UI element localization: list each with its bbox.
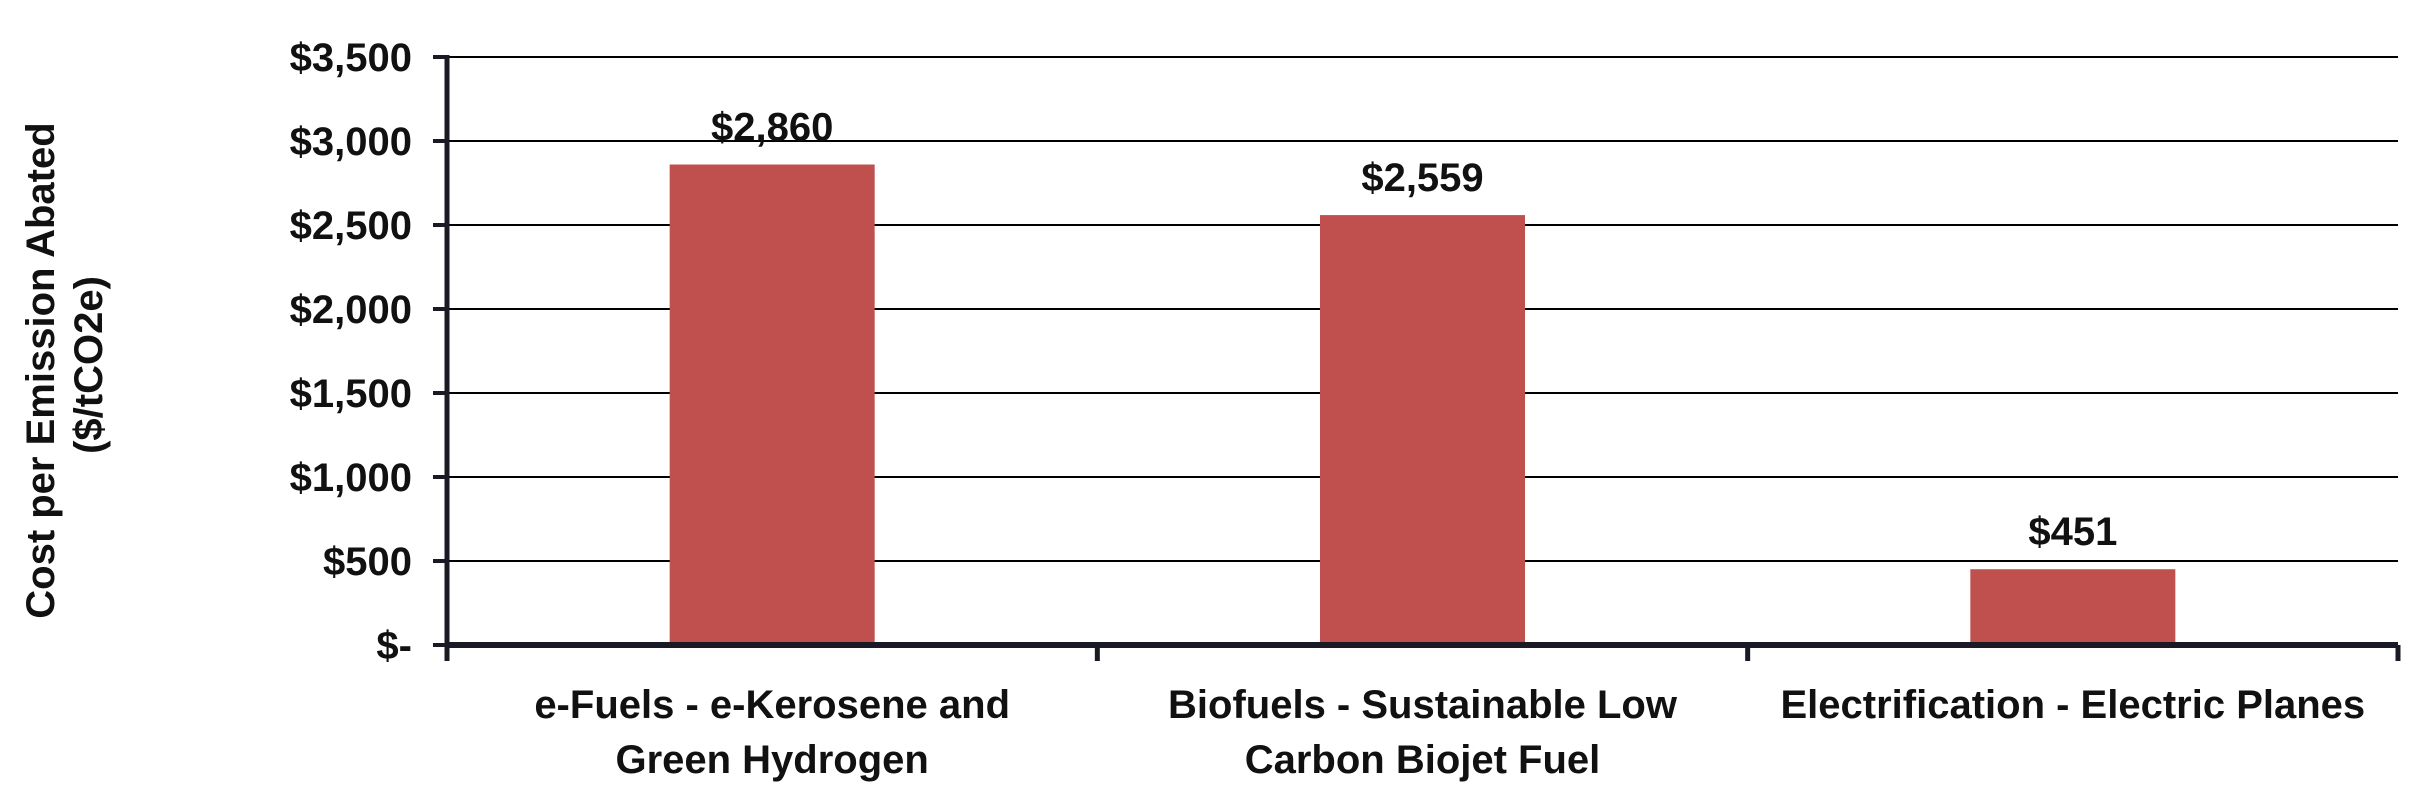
y-tick-label: $3,500 <box>290 36 412 80</box>
y-tick-label: $2,000 <box>290 288 412 332</box>
category-label: Biofuels - Sustainable Low Carbon Biojet … <box>1168 683 1678 782</box>
y-tick-label: $1,000 <box>290 456 412 500</box>
category-label-line: Carbon Biojet Fuel <box>1245 738 1601 782</box>
y-tick-label: $500 <box>323 540 412 584</box>
category-label-line: Electrification - Electric Planes <box>1780 683 2365 727</box>
y-tick-label: $3,000 <box>290 120 412 164</box>
bar <box>669 164 875 645</box>
data-label: $2,559 <box>1361 156 1483 200</box>
y-tick-label: $2,500 <box>290 204 412 248</box>
data-label: $2,860 <box>711 106 833 150</box>
category-label-line: Biofuels - Sustainable Low <box>1168 683 1678 727</box>
bars <box>669 164 2176 645</box>
y-tick-label: $1,500 <box>290 372 412 416</box>
y-tick-labels: $- $500 $1,000 $1,500 $2,000 $2,500 $3,000 $3,5… <box>290 36 412 668</box>
category-label: e-Fuels - e-Kerosene and Green Hydrogen <box>534 683 1010 782</box>
category-label-line: Green Hydrogen <box>615 738 928 782</box>
y-axis-title: Cost per Emission Abated ($/tCO2e) <box>19 111 111 619</box>
data-label: $451 <box>2028 510 2117 554</box>
bar <box>1970 569 2176 645</box>
y-tick-label: $- <box>376 624 412 668</box>
category-labels: e-Fuels - e-Kerosene and Green Hydrogen Bi… <box>534 683 2365 782</box>
y-axis-title-line-2: ($/tCO2e) <box>67 276 111 454</box>
y-axis-title-line-1: Cost per Emission Abated <box>19 122 63 618</box>
data-labels: $2,860 $2,559 $451 <box>711 106 2117 555</box>
category-label-line: e-Fuels - e-Kerosene and <box>534 683 1010 727</box>
axes <box>433 55 2401 661</box>
bar <box>1320 215 1525 645</box>
category-label: Electrification - Electric Planes <box>1780 683 2365 727</box>
